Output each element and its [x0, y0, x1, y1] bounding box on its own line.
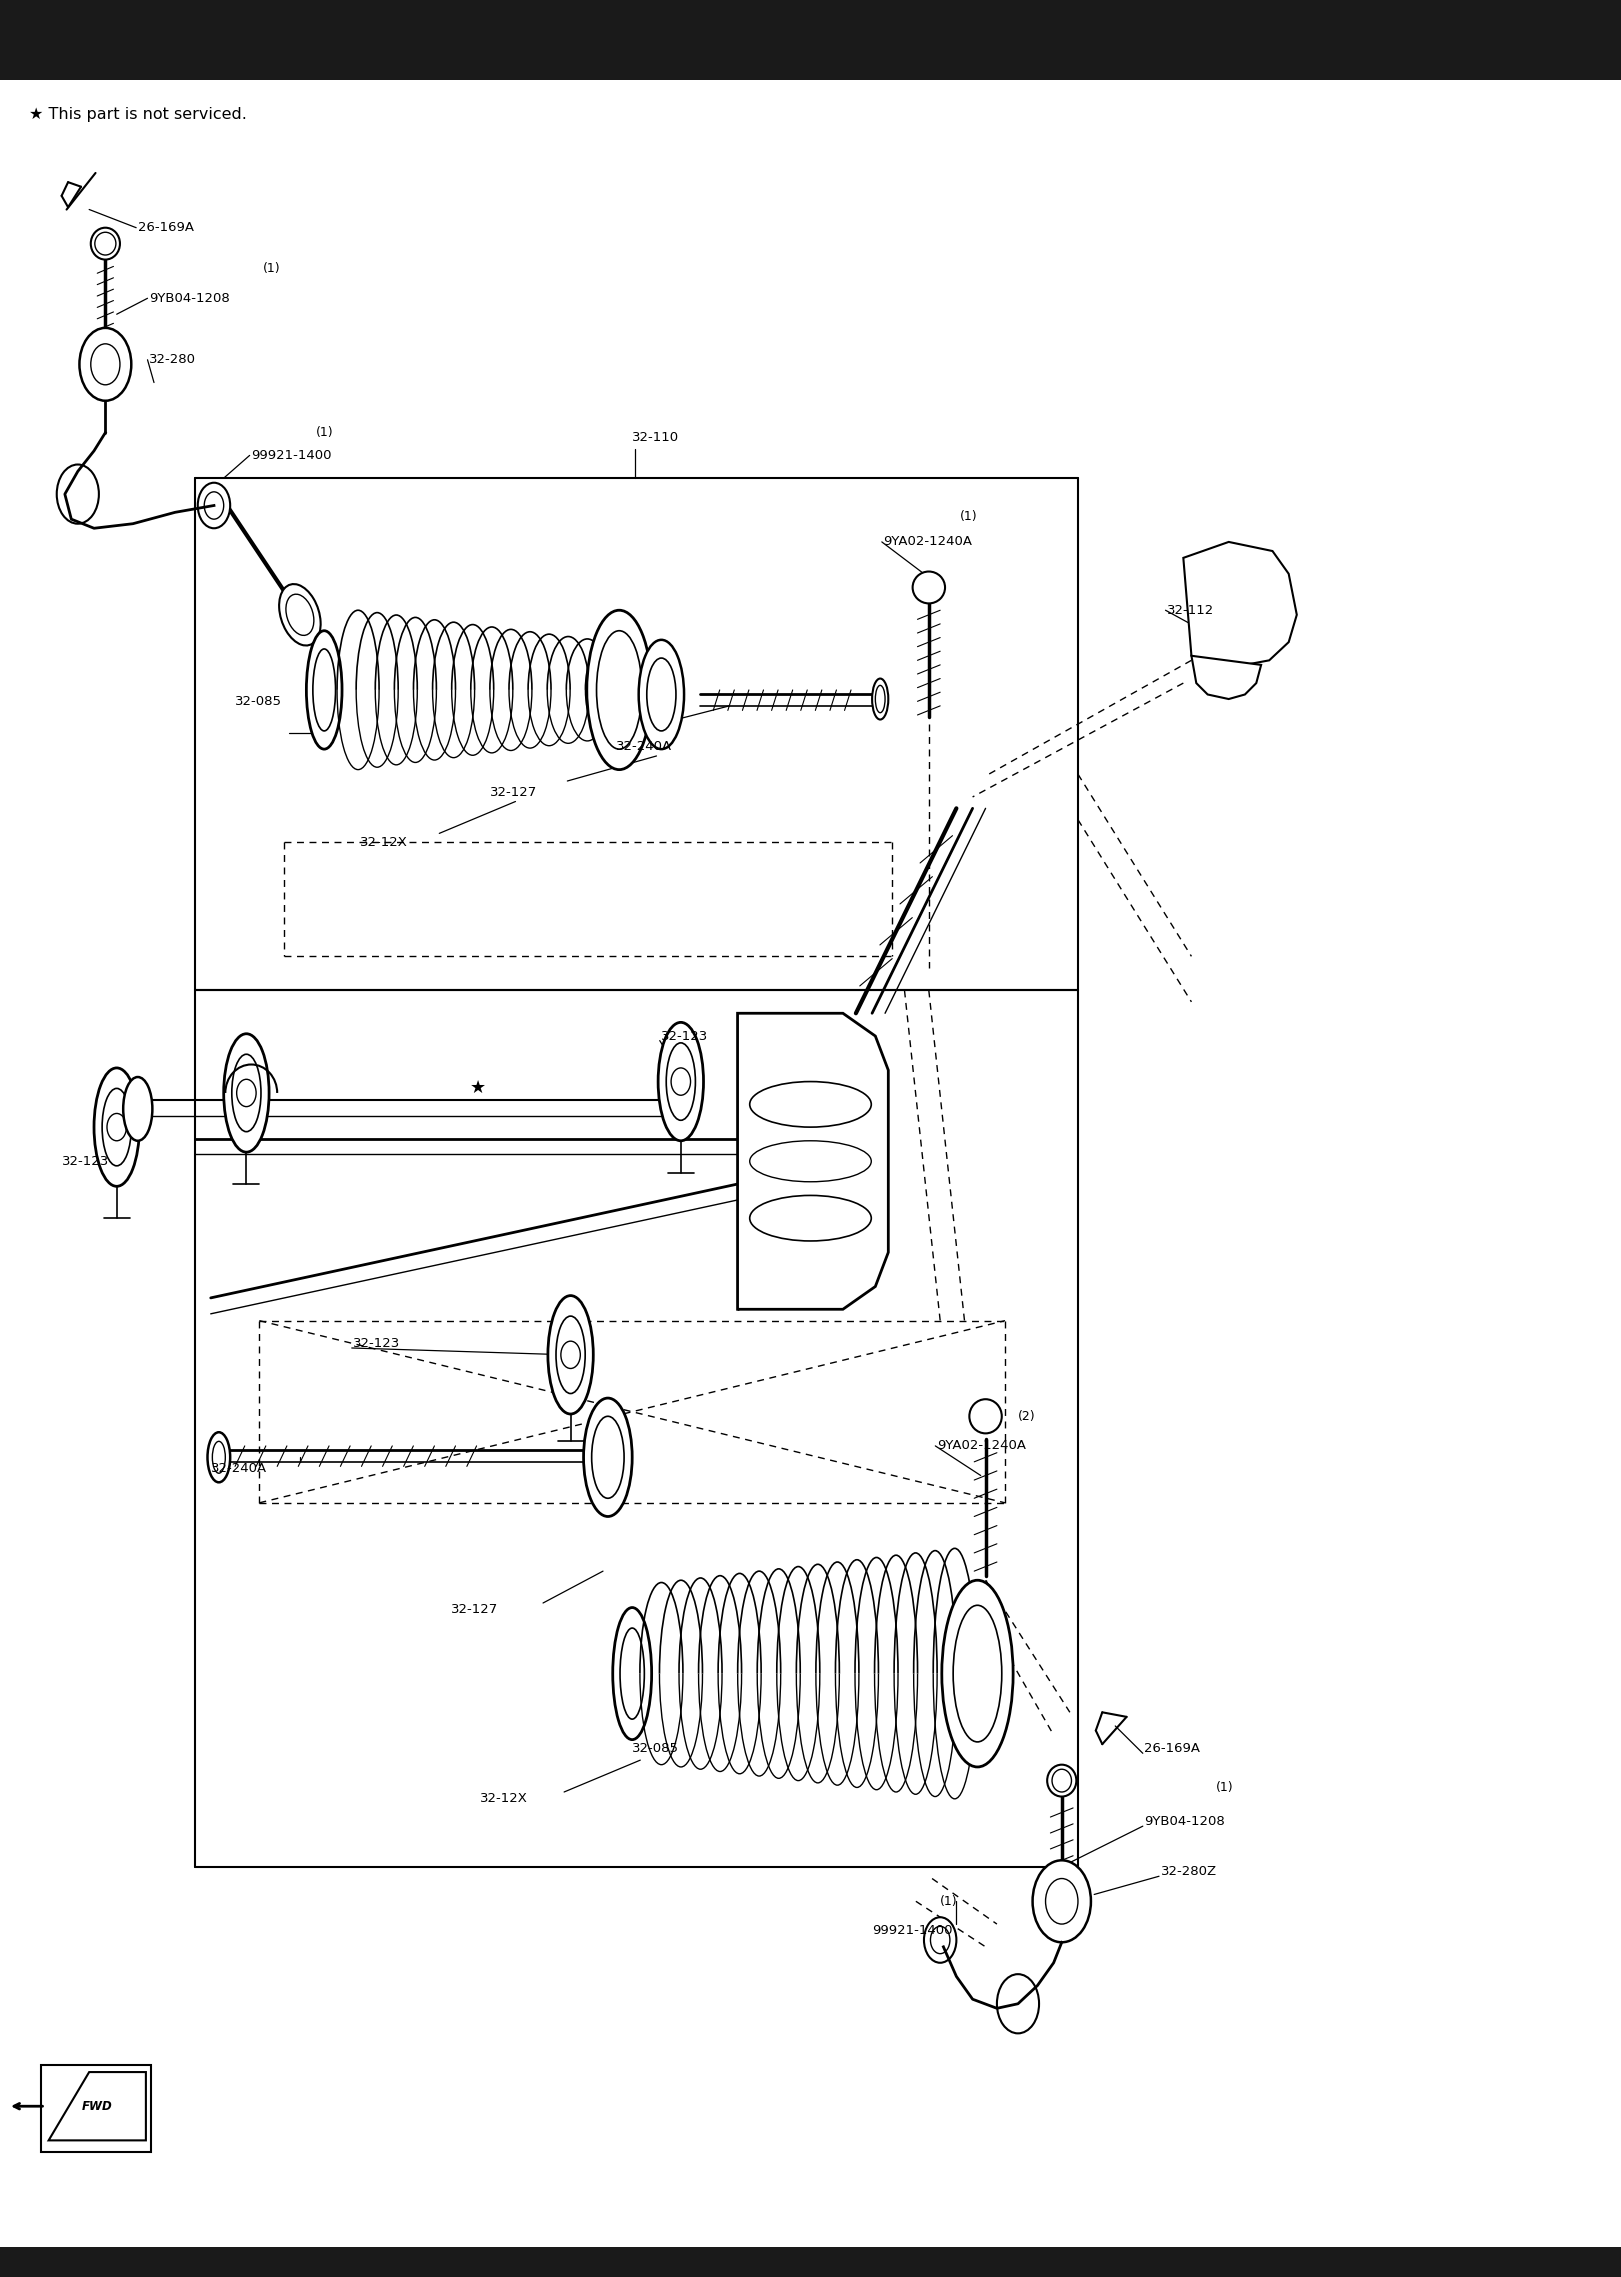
Text: 9YB04-1208: 9YB04-1208: [1144, 1815, 1225, 1828]
Circle shape: [1033, 1860, 1091, 1942]
Ellipse shape: [875, 685, 885, 713]
Circle shape: [79, 328, 131, 401]
Circle shape: [671, 1068, 691, 1095]
Text: (1): (1): [940, 1894, 958, 1908]
Text: 32-12X: 32-12X: [480, 1792, 528, 1806]
Text: 32-280Z: 32-280Z: [1161, 1865, 1217, 1879]
Ellipse shape: [969, 1398, 1002, 1435]
Text: 32-240A: 32-240A: [211, 1462, 267, 1475]
Ellipse shape: [597, 631, 642, 749]
Text: 32-127: 32-127: [451, 1603, 498, 1617]
Ellipse shape: [953, 1605, 1002, 1742]
Circle shape: [204, 492, 224, 519]
Ellipse shape: [548, 1296, 593, 1414]
Ellipse shape: [102, 1088, 131, 1166]
Text: 26-169A: 26-169A: [138, 221, 195, 235]
Ellipse shape: [942, 1580, 1013, 1767]
Text: 32-110: 32-110: [632, 430, 679, 444]
Text: (2): (2): [1018, 1409, 1036, 1423]
Ellipse shape: [872, 679, 888, 720]
Ellipse shape: [232, 1054, 261, 1132]
Ellipse shape: [556, 1316, 585, 1394]
Text: ★: ★: [470, 1079, 486, 1098]
Text: FWD: FWD: [83, 2099, 112, 2113]
Circle shape: [91, 344, 120, 385]
Circle shape: [1046, 1879, 1078, 1924]
Text: (1): (1): [316, 426, 334, 439]
Text: 9YA02-1240A: 9YA02-1240A: [883, 535, 973, 549]
Circle shape: [237, 1079, 256, 1107]
Circle shape: [924, 1917, 956, 1963]
Ellipse shape: [285, 594, 314, 635]
Text: 32-085: 32-085: [235, 694, 282, 708]
Ellipse shape: [224, 1034, 269, 1152]
Circle shape: [561, 1341, 580, 1368]
Ellipse shape: [658, 1022, 704, 1141]
Text: ★ This part is not serviced.: ★ This part is not serviced.: [29, 107, 246, 123]
Polygon shape: [49, 2072, 146, 2140]
Text: 32-280: 32-280: [149, 353, 196, 367]
Ellipse shape: [94, 232, 117, 255]
Ellipse shape: [666, 1043, 695, 1120]
Circle shape: [198, 483, 230, 528]
Text: 32-085: 32-085: [632, 1742, 679, 1756]
Text: 32-123: 32-123: [62, 1154, 109, 1168]
Text: 99921-1400: 99921-1400: [251, 449, 332, 462]
Ellipse shape: [613, 1608, 652, 1740]
Text: 32-127: 32-127: [490, 786, 537, 799]
Ellipse shape: [313, 649, 336, 731]
Text: (1): (1): [960, 510, 977, 524]
Text: 26-169A: 26-169A: [1144, 1742, 1201, 1756]
Ellipse shape: [619, 1628, 644, 1719]
Ellipse shape: [212, 1441, 225, 1473]
Ellipse shape: [94, 1068, 139, 1186]
Ellipse shape: [123, 1077, 152, 1141]
Ellipse shape: [91, 228, 120, 260]
Text: 9YA02-1240A: 9YA02-1240A: [937, 1439, 1026, 1453]
Text: 32-123: 32-123: [661, 1029, 708, 1043]
Ellipse shape: [1052, 1769, 1071, 1792]
Text: 9YB04-1208: 9YB04-1208: [149, 291, 230, 305]
Ellipse shape: [279, 585, 321, 644]
Ellipse shape: [207, 1432, 230, 1482]
Text: 99921-1400: 99921-1400: [872, 1924, 953, 1938]
Ellipse shape: [1047, 1765, 1076, 1797]
Ellipse shape: [913, 572, 945, 603]
Text: 32-240A: 32-240A: [616, 740, 673, 754]
Circle shape: [57, 465, 99, 524]
Polygon shape: [1191, 656, 1261, 699]
Text: 32-12X: 32-12X: [360, 836, 408, 849]
Ellipse shape: [306, 631, 342, 749]
Circle shape: [997, 1974, 1039, 2033]
Circle shape: [107, 1113, 126, 1141]
Bar: [0, 2247, 1621, 2277]
Polygon shape: [738, 1013, 888, 1309]
Ellipse shape: [587, 610, 652, 770]
Polygon shape: [1183, 542, 1297, 665]
Text: (1): (1): [1216, 1781, 1234, 1794]
Bar: [0, 0, 1621, 80]
Bar: [41, 2065, 151, 2152]
Ellipse shape: [639, 640, 684, 749]
Text: 32-112: 32-112: [1167, 603, 1214, 617]
Ellipse shape: [584, 1398, 632, 1516]
Ellipse shape: [592, 1416, 624, 1498]
Ellipse shape: [647, 658, 676, 731]
Text: (1): (1): [263, 262, 280, 276]
Circle shape: [930, 1926, 950, 1954]
Text: 32-123: 32-123: [353, 1337, 400, 1350]
